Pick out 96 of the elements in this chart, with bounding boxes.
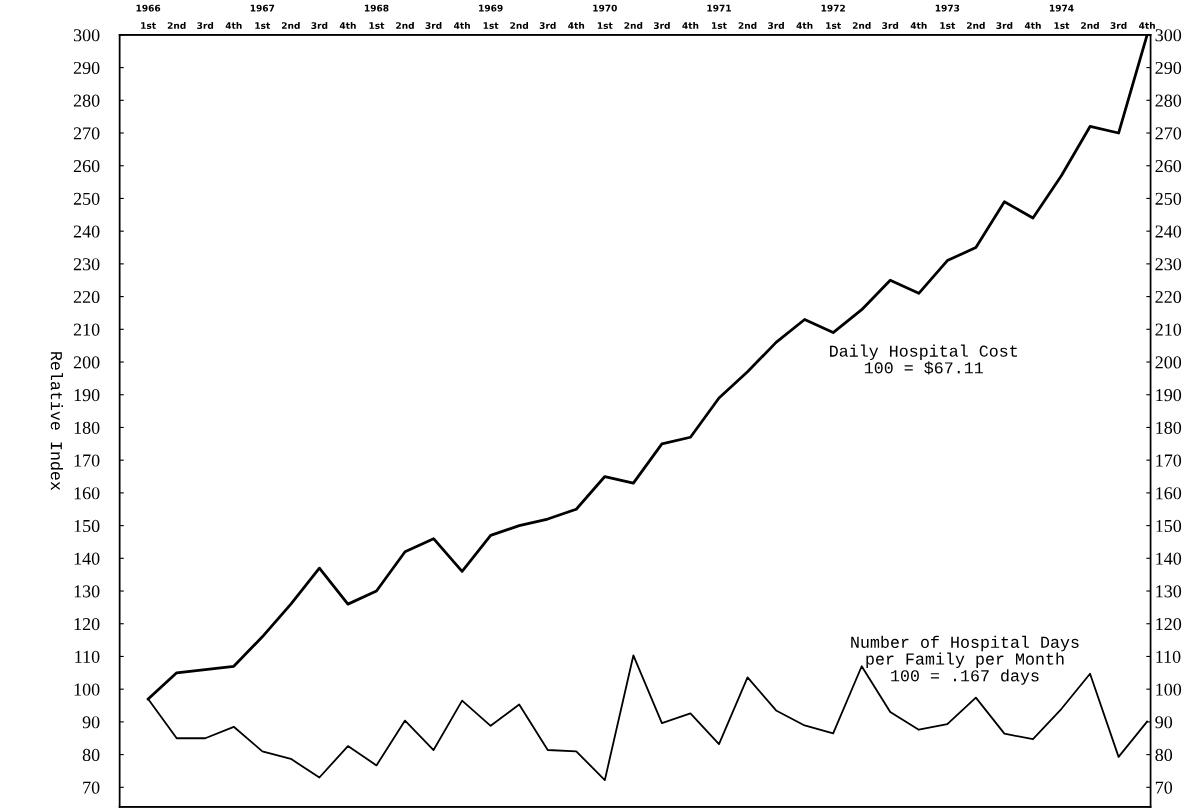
- x-tick-label: 3rd: [768, 21, 784, 29]
- y-tick-label: 160: [74, 487, 100, 500]
- x-tick-label: 4th: [682, 21, 699, 29]
- y-tick-label: 240: [73, 225, 100, 238]
- y2-tick-label: 130: [1156, 585, 1182, 598]
- y2-tick-label: 70: [1155, 781, 1173, 794]
- text: 1970: [593, 4, 617, 12]
- x-tick-label: 2nd: [624, 21, 643, 29]
- series-label: Number of Hospital Days per Family per Month 100 = .167 days: [851, 635, 1079, 685]
- y2-tick-label: 200: [1155, 356, 1182, 369]
- y2-tick-label: 290: [1155, 61, 1182, 75]
- x-tick-label: 4th: [568, 21, 585, 29]
- x-tick-label: 2nd: [967, 21, 985, 29]
- x-tick-label: 4th: [454, 21, 470, 29]
- y-tick-label: 200: [73, 356, 100, 369]
- x-tick-label: 2nd: [167, 21, 186, 29]
- y-tick-label: 140: [74, 552, 100, 565]
- x-tick-label: 3rd: [197, 21, 214, 29]
- x-tick-label: 1st: [483, 22, 499, 29]
- y2-tick-label: 150: [1156, 519, 1182, 533]
- x-tick-label: 4th: [339, 21, 356, 29]
- y-tick-label: 220: [73, 290, 100, 304]
- x-tick-label: 1st: [1054, 22, 1070, 29]
- y-tick-label: 290: [73, 61, 100, 75]
- x-tick-label: 3rd: [1110, 21, 1127, 29]
- y2-tick-label: 270: [1155, 127, 1182, 140]
- x-tick-label: 2nd: [1081, 21, 1099, 29]
- y-axis-title: Relative Index: [50, 352, 63, 491]
- y-tick-label: 210: [73, 323, 100, 336]
- x-tick-label: 1st: [255, 22, 271, 29]
- x-tick-label: 4th: [1024, 21, 1041, 29]
- y-tick-label: 90: [82, 716, 100, 729]
- x-tick-label: 4th: [910, 21, 927, 29]
- x-tick-label: 3rd: [311, 21, 328, 29]
- y2-tick-label: 190: [1156, 388, 1182, 402]
- x-tick-label: 1st: [940, 22, 956, 29]
- x-tick-label: 2nd: [396, 21, 414, 29]
- y-tick-label: 230: [73, 258, 100, 271]
- y2-tick-label: 140: [1156, 552, 1182, 565]
- text: 1966: [136, 4, 161, 12]
- y2-tick-label: 180: [1156, 421, 1182, 434]
- x-tick-label: 3rd: [653, 21, 670, 29]
- x-tick-label: 3rd: [425, 21, 442, 29]
- text: 1967: [250, 4, 275, 12]
- y-tick-label: 280: [73, 94, 100, 107]
- y2-tick-label: 80: [1155, 748, 1173, 762]
- y2-tick-label: 240: [1155, 225, 1182, 238]
- y-tick-label: 80: [82, 748, 100, 762]
- x-tick-label: 2nd: [281, 21, 300, 29]
- y-tick-label: 150: [74, 519, 100, 533]
- x-tick-label: 4th: [225, 21, 242, 29]
- text: 1971: [707, 4, 731, 12]
- y2-tick-label: 260: [1155, 159, 1182, 173]
- x-tick-label: 3rd: [539, 21, 556, 29]
- text: 1973: [935, 4, 960, 12]
- x-tick-label: 1st: [597, 22, 613, 29]
- x-tick-label: 1st: [369, 22, 385, 29]
- text: 1972: [821, 4, 845, 12]
- y-tick-label: 260: [73, 159, 100, 173]
- x-tick-label: 4th: [796, 21, 813, 29]
- x-tick-label: 1st: [826, 22, 841, 29]
- x-tick-label: 4th: [1139, 21, 1155, 29]
- y-tick-label: 110: [75, 650, 100, 663]
- y-tick-label: 270: [73, 127, 100, 140]
- y2-tick-label: 120: [1156, 618, 1182, 631]
- y-tick-label: 250: [73, 192, 100, 205]
- x-tick-label: 2nd: [738, 21, 757, 29]
- y2-tick-label: 100: [1156, 683, 1182, 696]
- series-label: Daily Hospital Cost 100 = $67.11: [830, 344, 1018, 375]
- y2-tick-label: 90: [1155, 716, 1173, 729]
- x-tick-label: 2nd: [852, 21, 871, 29]
- y2-tick-label: 160: [1156, 487, 1182, 500]
- y2-tick-label: 110: [1156, 650, 1181, 663]
- y-tick-label: 70: [83, 781, 100, 794]
- text: 1974: [1049, 4, 1074, 12]
- y2-tick-label: 210: [1155, 323, 1182, 336]
- y2-tick-label: 300: [1155, 29, 1182, 42]
- y-tick-label: 180: [74, 421, 100, 434]
- x-tick-label: 1st: [141, 22, 156, 29]
- y-tick-label: 120: [74, 618, 100, 631]
- y2-tick-label: 280: [1155, 94, 1182, 107]
- y2-tick-label: 250: [1155, 192, 1182, 205]
- text: 1968: [364, 4, 389, 12]
- y-tick-label: 190: [74, 388, 100, 402]
- y-tick-label: 170: [74, 454, 100, 467]
- x-tick-label: 3rd: [882, 21, 899, 29]
- text: 1969: [479, 4, 503, 12]
- y2-tick-label: 170: [1156, 454, 1182, 467]
- x-tick-label: 2nd: [510, 21, 529, 29]
- y-tick-label: 300: [73, 29, 100, 42]
- x-tick-label: 3rd: [996, 21, 1013, 29]
- y-tick-label: 100: [74, 683, 100, 696]
- y-tick-label: 130: [74, 585, 100, 598]
- x-tick-label: 1st: [712, 22, 727, 29]
- y2-tick-label: 230: [1155, 258, 1182, 271]
- y2-tick-label: 220: [1155, 290, 1182, 304]
